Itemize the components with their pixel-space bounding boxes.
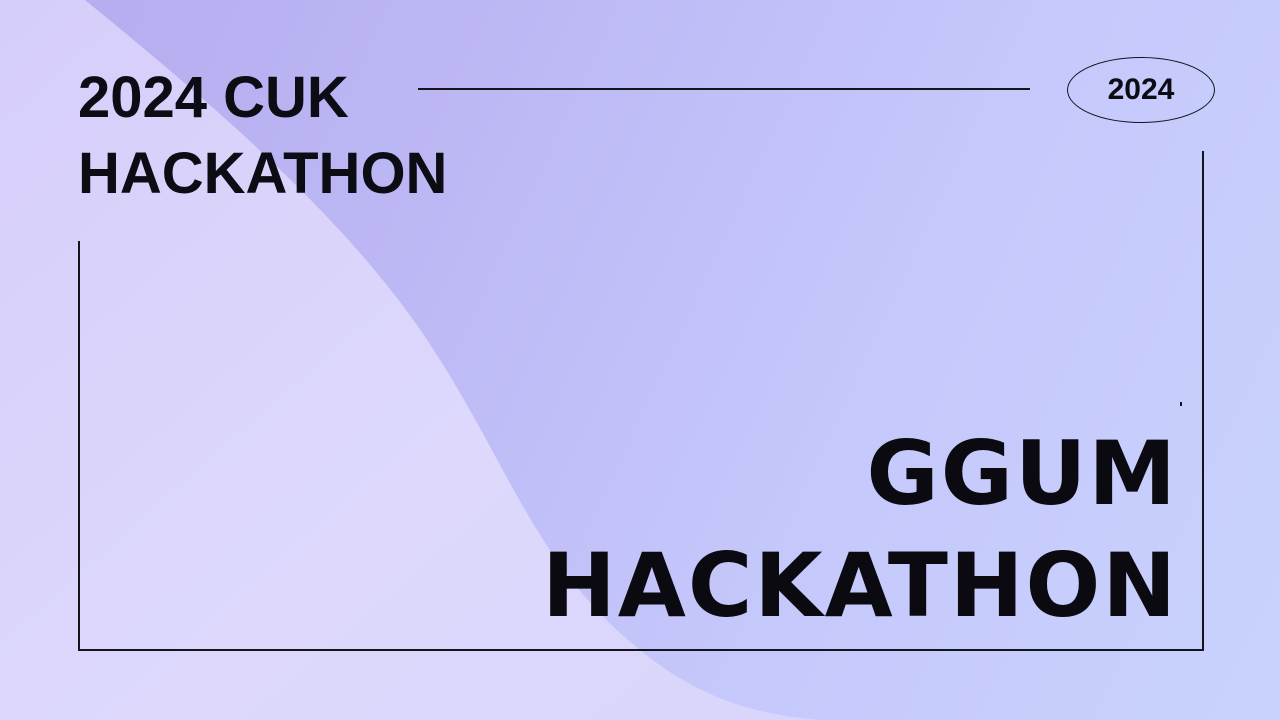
decorative-tick [1180, 402, 1182, 406]
header-divider-line [418, 88, 1030, 90]
event-title: 2024 CUK HACKATHON [78, 60, 447, 212]
main-title-line1: GGUM [866, 422, 1178, 525]
main-title: GGUM HACKATHON [542, 418, 1178, 642]
event-title-line2: HACKATHON [78, 141, 448, 206]
year-badge-label: 2024 [1107, 73, 1175, 106]
frame-right-line [1202, 151, 1204, 651]
year-badge: 2024 [1067, 57, 1215, 123]
event-title-line1: 2024 CUK [78, 65, 349, 130]
main-title-line2: HACKATHON [542, 534, 1178, 637]
frame-bottom-line [78, 649, 1204, 651]
frame-left-line [78, 241, 80, 651]
